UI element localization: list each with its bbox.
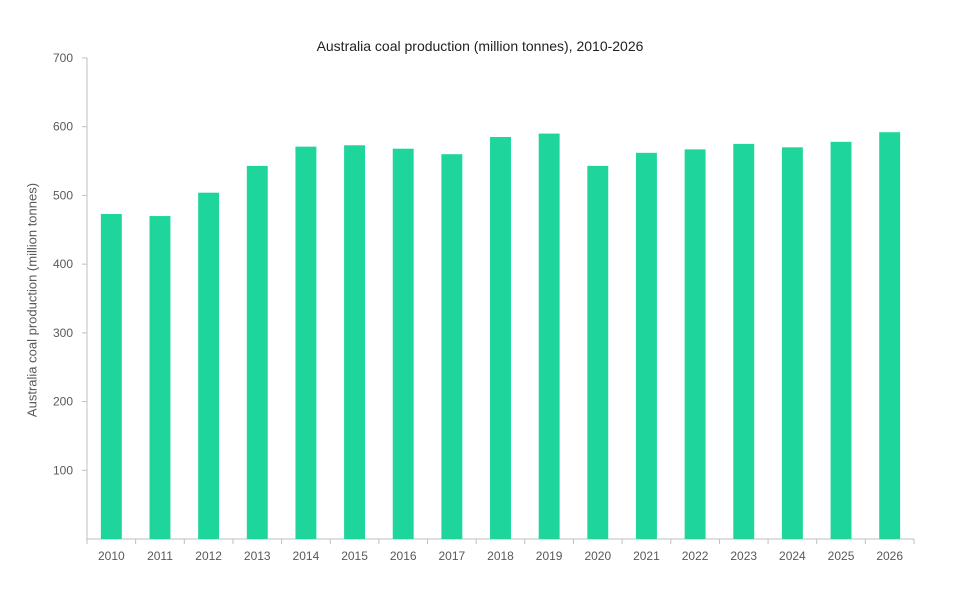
y-tick-labels: 100 200 300 400 500 600 700	[53, 51, 73, 477]
y-tick-label: 700	[53, 51, 73, 65]
bar-2017	[441, 154, 463, 539]
y-tick-label: 100	[53, 463, 73, 477]
x-tick-label: 2019	[536, 549, 563, 563]
x-tick-label: 2010	[98, 549, 125, 563]
x-tick-label: 2020	[584, 549, 611, 563]
bar-2018	[490, 137, 511, 539]
x-tick-label: 2011	[147, 549, 173, 563]
bar-2020	[587, 165, 609, 540]
y-tick-label: 300	[53, 326, 73, 340]
bar-2013	[246, 165, 268, 540]
x-tick-label: 2017	[439, 549, 466, 563]
bar-2012	[198, 192, 220, 539]
x-tick-label: 2014	[293, 549, 320, 563]
x-tick-label: 2022	[682, 549, 709, 563]
x-tick-label: 2015	[341, 549, 368, 563]
bar-2010	[100, 213, 122, 539]
bar-2011	[149, 216, 171, 540]
bar-2019	[538, 133, 560, 540]
x-tick-labels: 2010 2011 2012 2013 2014 2015 2016 2017 2018 2019…	[98, 549, 903, 563]
bars	[100, 132, 901, 540]
y-tick-label: 600	[53, 120, 73, 134]
bar-2015	[344, 145, 366, 539]
x-tick-label: 2025	[828, 549, 855, 563]
y-tick-label: 500	[53, 188, 73, 202]
bar-2022	[684, 149, 706, 539]
y-tick-label: 200	[53, 395, 73, 409]
bar-2025	[830, 141, 852, 539]
x-tick-label: 2026	[876, 549, 903, 563]
x-tick-label: 2013	[244, 549, 271, 563]
bar-2014	[295, 146, 317, 540]
x-tick-label: 2023	[730, 549, 757, 563]
x-tick-label: 2012	[195, 549, 222, 563]
x-tick-label: 2021	[633, 549, 660, 563]
bar-2016	[392, 148, 414, 539]
x-tick-label: 2018	[487, 549, 514, 563]
bar-2023	[733, 143, 755, 539]
bar-2026	[879, 132, 901, 539]
y-tick-label: 400	[53, 257, 73, 271]
bar-2024	[781, 147, 803, 540]
chart-title: Australia coal production (million tonne…	[316, 38, 644, 54]
bar-2021	[635, 152, 657, 539]
x-tick-label: 2016	[390, 549, 417, 563]
x-tick-label: 2024	[779, 549, 806, 563]
